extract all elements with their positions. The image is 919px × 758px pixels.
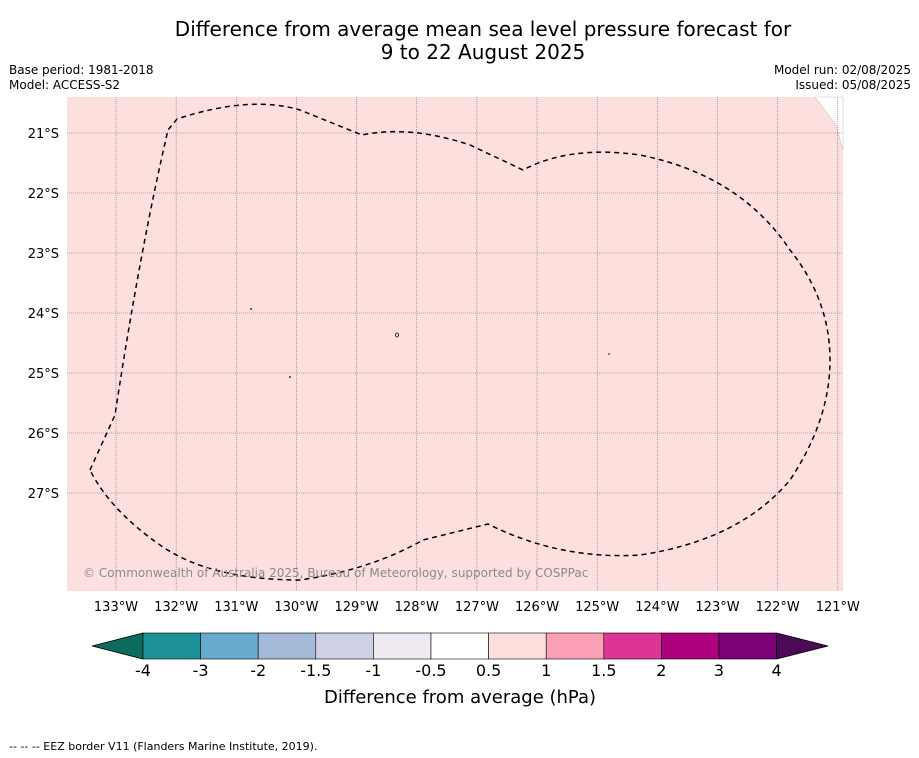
lon-label: 121°W xyxy=(816,600,860,615)
longitude-labels: 133°W 132°W 131°W 130°W 129°W 128°W 127°W 126°W… xyxy=(94,600,860,615)
map-title: Difference from average mean sea level p… xyxy=(0,18,919,64)
colorbar-tick-label: 4 xyxy=(772,661,782,680)
meta-right: Model run: 02/08/2025 Issued: 05/08/2025 xyxy=(774,63,911,93)
gridlines xyxy=(67,97,843,591)
land-edge xyxy=(814,96,844,151)
model-name: Model: ACCESS-S2 xyxy=(9,78,121,92)
colorbar-tick-label: -2 xyxy=(250,661,266,680)
lon-label: 132°W xyxy=(154,600,198,615)
base-period: Base period: 1981-2018 xyxy=(9,63,154,77)
lon-label: 131°W xyxy=(214,600,258,615)
lat-label: 21°S xyxy=(28,127,59,142)
colorbar-tick-labels: -4 -3 -2 -1.5 -1 -0.5 0.5 1 1.5 2 3 4 xyxy=(135,661,782,680)
lon-label: 126°W xyxy=(515,600,559,615)
colorbar-tick-label: -0.5 xyxy=(415,661,446,680)
colorbar-segment xyxy=(603,632,662,660)
lon-label: 123°W xyxy=(695,600,739,615)
eez-border xyxy=(89,103,831,581)
map-background xyxy=(67,97,843,591)
lat-label: 22°S xyxy=(28,187,59,202)
colorbar-tick-label: 1 xyxy=(541,661,551,680)
colorbar-tick-label: 2 xyxy=(656,661,666,680)
colorbar-segment xyxy=(718,632,777,660)
colorbar-tick-label: 1.5 xyxy=(591,661,616,680)
island-mark xyxy=(289,376,291,378)
island-mark xyxy=(395,332,399,338)
colorbar-segment xyxy=(315,632,374,660)
colorbar-under-triangle xyxy=(91,632,144,660)
colorbar-segment xyxy=(142,632,201,660)
lon-label: 127°W xyxy=(455,600,499,615)
latitude-labels: 21°S 22°S 23°S 24°S 25°S 26°S 27°S xyxy=(28,127,59,502)
island-mark xyxy=(608,353,610,355)
colorbar-segment xyxy=(488,632,547,660)
colorbar-segment xyxy=(661,632,720,660)
title-line-2: 9 to 22 August 2025 xyxy=(380,40,586,64)
colorbar-tick-label: 3 xyxy=(714,661,724,680)
colorbar-tick-label: 0.5 xyxy=(476,661,501,680)
lat-label: 25°S xyxy=(28,367,59,382)
colorbar-segment xyxy=(257,632,317,660)
colorbar-segment xyxy=(373,632,432,660)
lon-label: 130°W xyxy=(274,600,318,615)
lon-label: 133°W xyxy=(94,600,138,615)
colorbar-segment xyxy=(545,632,605,660)
footer-note: -- -- -- EEZ border V11 (Flanders Marine… xyxy=(9,740,318,753)
colorbar-over-triangle xyxy=(776,632,829,660)
issued-date: Issued: 05/08/2025 xyxy=(795,78,911,92)
lon-label: 128°W xyxy=(395,600,439,615)
lon-label: 122°W xyxy=(756,600,800,615)
model-run: Model run: 02/08/2025 xyxy=(773,63,911,77)
lat-label: 24°S xyxy=(28,307,59,322)
lon-label: 124°W xyxy=(635,600,679,615)
lat-label: 27°S xyxy=(28,487,59,502)
colorbar-title: Difference from average (hPa) xyxy=(324,687,596,708)
colorbar-tick-label: -1 xyxy=(365,661,381,680)
lon-label: 125°W xyxy=(575,600,619,615)
meta-left: Base period: 1981-2018 Model: ACCESS-S2 xyxy=(9,63,154,93)
lat-label: 26°S xyxy=(28,427,59,442)
colorbar-tick-label: -3 xyxy=(193,661,209,680)
colorbar xyxy=(91,632,829,660)
colorbar-segment xyxy=(430,632,489,660)
lon-label: 129°W xyxy=(335,600,379,615)
island-mark xyxy=(250,308,252,310)
copyright-text: © Commonwealth of Australia 2025, Bureau… xyxy=(83,566,588,580)
colorbar-segment xyxy=(200,632,259,660)
colorbar-tick-label: -4 xyxy=(135,661,151,680)
title-line-1: Difference from average mean sea level p… xyxy=(174,17,792,41)
colorbar-tick-label: -1.5 xyxy=(300,661,331,680)
lat-label: 23°S xyxy=(28,247,59,262)
